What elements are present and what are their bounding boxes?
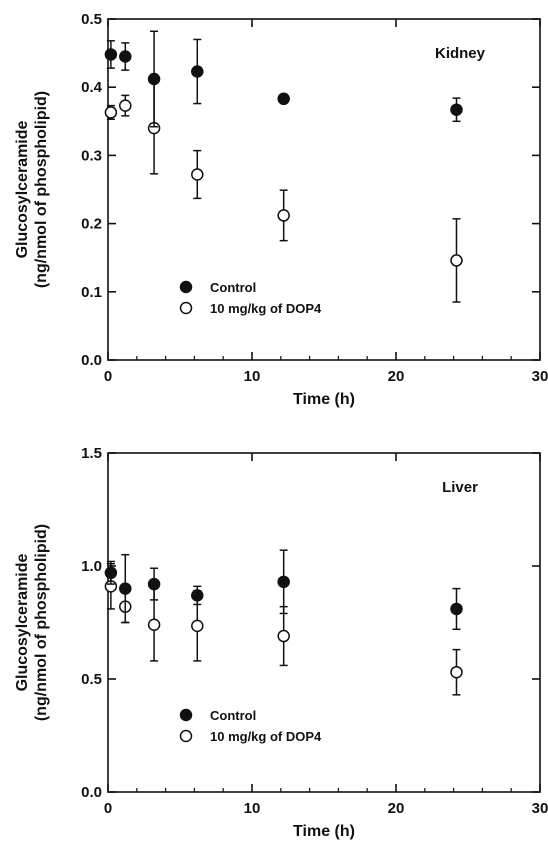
data-point xyxy=(147,577,161,591)
y-axis-label: Glucosylceramide xyxy=(14,120,31,258)
data-point xyxy=(277,209,290,222)
data-point xyxy=(450,254,463,267)
y-tick-label: 0.5 xyxy=(81,11,102,28)
data-point xyxy=(104,106,118,119)
y-tick-label: 0.0 xyxy=(81,784,102,801)
chart-panel-1: 0 10 20 30 0.0 0.5 1.0 1.5 Time (h) Glucosylceram… xyxy=(14,445,548,840)
y-tick-label: 0.3 xyxy=(81,147,102,164)
x-axis-label: Time (h) xyxy=(293,823,355,840)
y-tick-label: 0.5 xyxy=(81,671,102,688)
y-tick-label: 0.2 xyxy=(81,216,102,233)
x-tick-label: 10 xyxy=(244,368,261,385)
data-point xyxy=(119,99,132,112)
data-point xyxy=(277,92,290,106)
x-tick-label: 20 xyxy=(388,800,405,817)
data-point xyxy=(191,168,204,181)
data-point xyxy=(119,582,132,595)
y-tick-label: 1.5 xyxy=(81,445,102,462)
series-dop4 xyxy=(104,81,463,303)
data-point xyxy=(104,566,118,580)
x-tick-label: 10 xyxy=(244,800,261,817)
data-point xyxy=(119,50,132,63)
legend-entry: Control xyxy=(210,280,256,295)
data-point xyxy=(277,629,290,643)
legend-marker xyxy=(179,708,193,722)
data-point xyxy=(191,619,204,633)
data-point xyxy=(450,602,463,616)
x-tick-label: 0 xyxy=(104,368,112,385)
y-tick-label: 1.0 xyxy=(81,558,102,575)
legend-marker xyxy=(179,729,193,743)
series-dop4 xyxy=(104,562,463,696)
data-point xyxy=(147,618,161,632)
data-point xyxy=(191,65,204,78)
data-point xyxy=(104,48,118,61)
legend-entry: Control xyxy=(210,708,256,723)
panel-label: Kidney xyxy=(435,45,486,62)
y-axis-label: Glucosylceramide xyxy=(14,553,31,691)
y-axis-label-unit: (ng/nmol of phospholipid) xyxy=(33,91,50,288)
legend-marker xyxy=(179,280,193,294)
plot-frame xyxy=(107,18,541,361)
data-point xyxy=(450,665,463,679)
data-point xyxy=(277,575,290,589)
x-axis-label: Time (h) xyxy=(293,391,355,408)
x-tick-label: 30 xyxy=(532,800,548,817)
y-axis-label-unit: (ng/nmol of phospholipid) xyxy=(33,524,50,721)
data-point xyxy=(191,589,204,602)
x-tick-label: 0 xyxy=(104,800,112,817)
legend-marker xyxy=(179,301,193,315)
panel-label: Liver xyxy=(442,479,478,496)
x-tick-label: 30 xyxy=(532,368,548,385)
y-tick-label: 0.1 xyxy=(81,284,102,301)
data-point xyxy=(450,103,463,116)
legend-entry: 10 mg/kg of DOP4 xyxy=(210,301,322,316)
data-point xyxy=(147,72,161,86)
chart-panel-0: 0 10 20 30 0.0 0.1 0.2 0.3 0.4 0.5 Time (h) Glucosy… xyxy=(14,11,548,408)
y-tick-label: 0.0 xyxy=(81,352,102,369)
legend-entry: 10 mg/kg of DOP4 xyxy=(210,729,322,744)
x-tick-label: 20 xyxy=(388,368,405,385)
series-control xyxy=(104,30,463,128)
series-control xyxy=(104,549,463,631)
y-tick-label: 0.4 xyxy=(81,79,103,96)
plot-frame xyxy=(107,452,541,793)
